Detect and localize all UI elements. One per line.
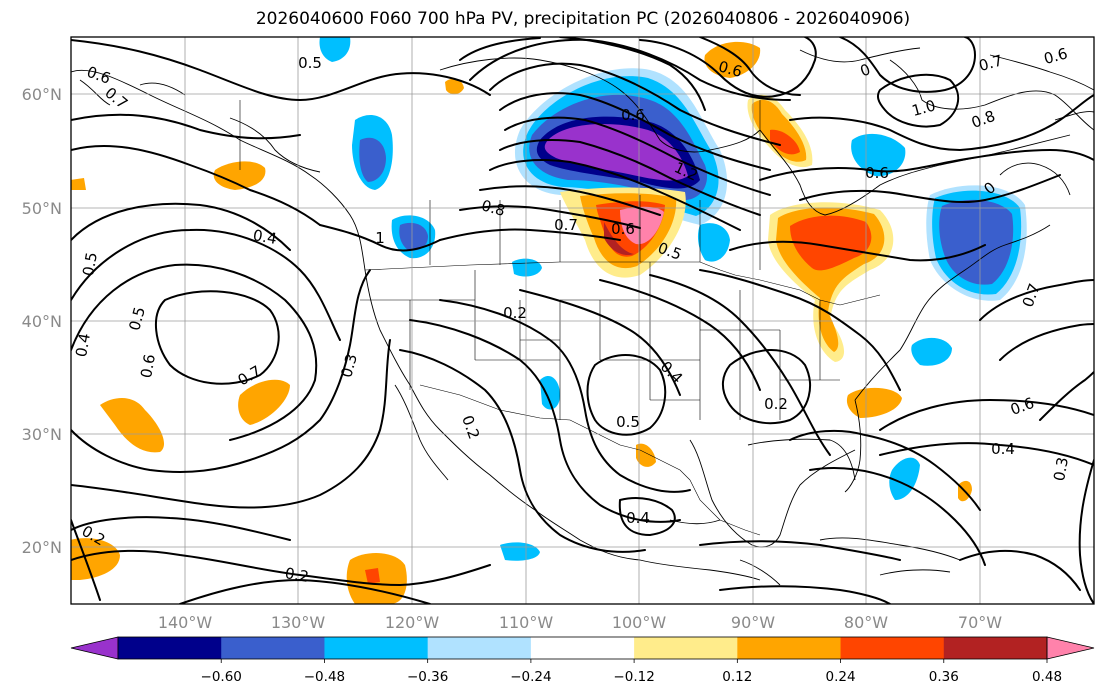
- colorbar-extension-high: [1046, 636, 1095, 660]
- contour-label: 0.5: [79, 251, 101, 278]
- lon-tick-label: 120°W: [385, 613, 440, 632]
- colorbar-segment: [634, 637, 738, 659]
- contour-label: 0.2: [284, 564, 311, 586]
- colorbar-segment: [737, 637, 842, 659]
- graticule: [71, 37, 1094, 604]
- positive-anomaly-west-red: [604, 222, 634, 256]
- positive-anomaly-great-lakes-inner: [790, 215, 872, 271]
- positive-anomaly-pacific: [100, 398, 165, 453]
- positive-anomaly-alaska-panhandle: [213, 161, 266, 190]
- lat-tick-label: 60°N: [22, 85, 62, 104]
- negative-anomaly-bc-inner: [359, 137, 386, 182]
- contour-label: 0.5: [125, 305, 149, 333]
- positive-anomaly-mexico: [636, 443, 656, 467]
- contour-label: 0.7: [977, 51, 1005, 75]
- lon-tick-label: 110°W: [499, 613, 554, 632]
- contour-label: 1: [375, 229, 385, 247]
- negative-anomaly-atlantic: [911, 337, 952, 366]
- contour-label: 0.3: [1050, 456, 1072, 483]
- figure-title: 2026040600 F060 700 hPa PV, precipitatio…: [256, 9, 910, 29]
- longitude-axis: 140°W 130°W 120°W 110°W 100°W 90°W 80°W …: [158, 613, 1002, 632]
- colorbar-tick-label: −0.24: [510, 669, 551, 685]
- lon-tick-label: 130°W: [271, 613, 326, 632]
- colorbar-ticks: −0.60 −0.48 −0.36 −0.24 −0.12 0.12 0.24 0.36 0.4…: [201, 659, 1062, 685]
- contour-label: 0.5: [616, 413, 640, 431]
- map-frame: [70, 36, 1095, 605]
- positive-anomaly-florida: [846, 387, 902, 418]
- colorbar: −0.60 −0.48 −0.36 −0.24 −0.12 0.12 0.24 0.36 0.4…: [70, 636, 1095, 685]
- lat-tick-label: 50°N: [22, 199, 62, 218]
- contour-label: 0.6: [716, 57, 744, 81]
- positive-anomaly-pacific2: [238, 379, 290, 425]
- colorbar-tick-label: 0.48: [1032, 669, 1062, 685]
- negative-anomaly-washington-inner: [399, 222, 428, 251]
- lon-tick-label: 80°W: [844, 613, 888, 632]
- contour-label: 0.4: [991, 440, 1015, 458]
- colorbar-tick-label: −0.60: [201, 669, 242, 685]
- colorbar-segment: [840, 637, 945, 659]
- negative-anomaly-northeast-inner: [939, 199, 1014, 285]
- positive-anomaly-alaska-tiny: [71, 178, 86, 190]
- lat-tick-label: 20°N: [22, 538, 62, 557]
- contour-label: 0.5: [298, 54, 322, 72]
- lon-tick-label: 100°W: [612, 613, 667, 632]
- colorbar-tick-label: 0.24: [826, 669, 856, 685]
- negative-anomaly-nm: [540, 375, 560, 410]
- contour-label: 1.0: [910, 96, 938, 120]
- colorbar-segments: [70, 636, 1095, 660]
- positive-anomaly-hawaii-west: [71, 538, 120, 580]
- contour-label: 0.2: [503, 304, 527, 322]
- colorbar-segment: [324, 637, 429, 659]
- colorbar-segment: [943, 637, 1048, 659]
- positive-anomaly-subtropical-core: [365, 568, 380, 584]
- colorbar-segment: [427, 637, 532, 659]
- colorbar-tick-label: −0.48: [304, 669, 345, 685]
- negative-anomaly-canada-core2: [544, 124, 688, 181]
- contour-label: 0.6: [137, 353, 159, 380]
- negative-anomaly-caribbean: [889, 457, 920, 500]
- contour-label: 0.3: [337, 352, 361, 380]
- positive-anomaly-north-small: [445, 78, 464, 95]
- positive-anomaly-north-top: [704, 41, 761, 78]
- map-panel: 0.5 0.6 0.7 0.8 1.0 0.6 0.7 0.4 0.5 0.5 …: [70, 36, 1095, 605]
- contour-label: 0.6: [611, 220, 635, 238]
- contour-label: 0.2: [764, 395, 788, 413]
- colorbar-segment: [530, 637, 635, 659]
- lon-tick-label: 90°W: [731, 613, 775, 632]
- negative-anomaly-quebec-small: [851, 133, 906, 177]
- contour-label: 0.6: [621, 106, 645, 124]
- contour-label: 0.6: [1042, 44, 1070, 68]
- lat-tick-label: 40°N: [22, 312, 62, 331]
- colorbar-tick-label: 0.36: [929, 669, 959, 685]
- colorbar-extension-low: [70, 636, 119, 660]
- contour-label: 0.8: [479, 196, 507, 220]
- negative-anomaly-alaska-north: [319, 37, 351, 62]
- colorbar-outline: [117, 636, 1048, 660]
- latitude-axis: 60°N 50°N 40°N 30°N 20°N: [22, 85, 62, 557]
- lon-tick-label: 140°W: [158, 613, 213, 632]
- contour-label: 0.4: [252, 226, 279, 248]
- contour-label: 0.4: [626, 509, 650, 527]
- colorbar-segment: [118, 637, 222, 659]
- colorbar-tick-label: −0.36: [407, 669, 448, 685]
- contour-label: 0.7: [554, 216, 578, 234]
- contour-label: 0.4: [72, 332, 94, 359]
- negative-anomaly-minnesota: [697, 223, 730, 262]
- colorbar-segment: [221, 637, 325, 659]
- positive-anomaly-west-core: [620, 206, 664, 245]
- lon-tick-label: 70°W: [958, 613, 1002, 632]
- positive-anomaly-hudson-core: [770, 129, 800, 155]
- colorbar-tick-label: −0.12: [613, 669, 654, 685]
- pv-contours: [71, 37, 1094, 604]
- lat-tick-label: 30°N: [22, 425, 62, 444]
- contour-label: 0.6: [865, 164, 889, 182]
- colorbar-tick-label: 0.12: [722, 669, 752, 685]
